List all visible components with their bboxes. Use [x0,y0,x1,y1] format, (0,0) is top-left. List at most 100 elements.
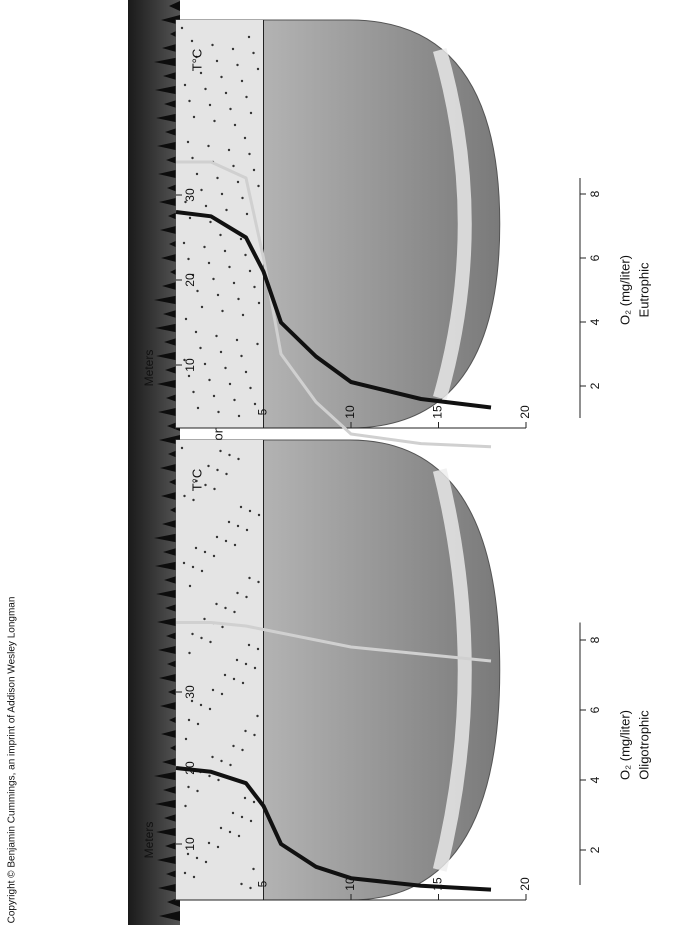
dot [215,59,219,63]
dot [216,293,220,297]
dot [188,651,191,655]
tree [154,533,180,543]
dot [192,390,195,394]
tree [169,1,180,11]
dot [191,565,195,569]
tree [155,799,180,809]
tree [154,295,180,305]
dot [200,188,203,192]
dot [249,111,253,115]
dot [219,826,223,830]
dot [233,123,237,127]
dot [249,886,252,890]
dot [183,871,187,875]
dot [184,737,188,741]
tree [158,407,180,417]
dot [213,487,216,491]
dot [248,509,252,513]
o2-axis-label: O₂ (mg/liter) [617,255,632,325]
dot [233,543,237,547]
dot [228,830,232,834]
dot [245,595,248,599]
dot [192,498,195,502]
dot [203,245,206,249]
dot [182,241,186,245]
landscape [128,0,180,925]
dot [236,591,239,595]
dot [204,483,207,487]
dot [245,528,249,532]
dot [225,208,228,212]
temp-axis-label: T°C [189,49,204,72]
tree [159,435,180,445]
dot [233,398,236,402]
dot [183,83,187,87]
depth-axis-label: Meters [142,822,156,859]
dot [236,180,240,184]
dot [213,119,216,123]
dot [221,309,224,313]
dot [212,277,215,281]
o2-tick-label: 8 [588,636,602,643]
dot [236,524,240,528]
dot [194,546,198,550]
dot [212,394,216,398]
epilimnion-layer [176,440,264,900]
dot [191,632,194,636]
dot [221,625,224,629]
depth-tick-label: 15 [431,405,445,419]
dot [184,804,187,808]
dot [247,643,251,647]
tree [161,15,180,25]
dot [252,168,256,172]
dot [235,658,239,662]
hypolimnion-band [432,468,472,872]
dot [196,406,200,410]
temp-tick-label: 20 [183,273,197,287]
depth-tick-label: 20 [518,405,532,419]
depth-tick-label: 5 [256,408,270,415]
dot [190,39,194,43]
dot [207,841,211,845]
tree [158,883,180,893]
dot [241,748,244,752]
dot [219,350,223,354]
dot [188,216,192,220]
epilimnion-layer [176,20,264,428]
temp-tick-label: 10 [183,358,197,372]
dot [195,479,198,483]
dot [216,845,220,849]
dot [223,249,227,253]
tree [156,827,180,837]
tree [161,729,180,739]
dot [186,852,190,856]
tree [161,491,180,501]
dot [196,289,199,293]
o2-tick-label: 4 [588,318,602,325]
dot [229,763,232,767]
dot [187,785,190,789]
dot [256,714,259,718]
oxygen-profile [176,621,492,663]
panel-name: Oligotrophic [636,710,651,780]
dot [217,410,220,414]
dot [240,882,243,886]
dot [182,561,186,565]
dot [224,366,227,370]
dot [239,505,243,509]
dot [229,107,232,111]
dot [187,257,190,261]
dot [224,606,227,610]
dot [228,265,231,269]
dot [209,640,212,644]
dot [184,200,187,204]
dot [190,699,194,703]
o2-axis-label: O₂ (mg/liter) [617,710,632,780]
temperature-profile [175,210,492,410]
o2-tick-label: 8 [588,190,602,197]
dot [215,535,219,539]
dot [207,261,211,265]
tree [155,85,180,95]
depth-tick-label: 20 [518,877,532,891]
dot [253,285,256,289]
